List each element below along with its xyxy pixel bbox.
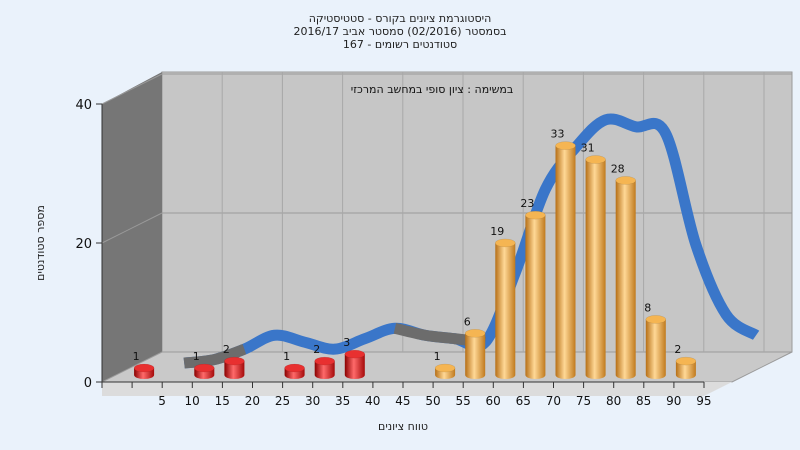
bar-top bbox=[434, 363, 456, 373]
bar-top bbox=[675, 356, 697, 366]
x-tick-label: 50 bbox=[425, 394, 440, 408]
x-tick-label: 60 bbox=[486, 394, 501, 408]
bar-body bbox=[314, 361, 335, 379]
x-tick-label: 25 bbox=[275, 394, 290, 408]
x-tick-label: 40 bbox=[365, 394, 380, 408]
bar-value-label: 23 bbox=[520, 197, 534, 210]
bar-body bbox=[344, 354, 365, 379]
bar-35: 2 bbox=[313, 343, 335, 379]
bar-85: 28 bbox=[611, 162, 636, 379]
chart-title-line-2: בסמסטר (02/2016) סמסטר אביב 2016/17 bbox=[293, 25, 506, 38]
x-tick-label: 85 bbox=[636, 394, 651, 408]
bar-95: 2 bbox=[674, 343, 697, 379]
bar-body bbox=[465, 333, 486, 379]
y-axis-label: מספר סטודנטים bbox=[34, 205, 47, 281]
y-ticks: 0 20 40 bbox=[75, 98, 102, 391]
bar-top bbox=[555, 141, 576, 150]
curve-line-shadow bbox=[183, 343, 247, 369]
bar-top bbox=[224, 356, 245, 366]
bar-body bbox=[585, 159, 606, 379]
bar-value-label: 2 bbox=[674, 343, 681, 356]
bar-30: 1 bbox=[283, 350, 305, 379]
bar-55: 1 bbox=[434, 350, 456, 379]
bar-value-label: 8 bbox=[644, 301, 651, 314]
bar-top bbox=[585, 155, 606, 164]
x-tick-label: 65 bbox=[516, 394, 531, 408]
bar-body bbox=[525, 215, 546, 379]
bar-70: 23 bbox=[520, 197, 546, 379]
bar-value-label: 1 bbox=[283, 350, 290, 363]
bar-value-label: 33 bbox=[551, 128, 565, 141]
bar-15: 1 bbox=[193, 350, 215, 379]
bar-value-label: 1 bbox=[434, 350, 441, 363]
x-axis-label: טווח ציונים bbox=[378, 420, 428, 433]
bar-body bbox=[675, 361, 696, 379]
x-tick-label: 5 bbox=[158, 394, 166, 408]
bar-20: 2 bbox=[223, 343, 245, 379]
x-tick-label: 75 bbox=[576, 394, 591, 408]
x-tick-label: 45 bbox=[395, 394, 410, 408]
bar-value-label: 3 bbox=[343, 336, 350, 349]
bar-5: 1 bbox=[133, 350, 155, 379]
x-tick-label: 20 bbox=[245, 394, 260, 408]
x-tick-label: 90 bbox=[666, 394, 681, 408]
x-ticks: 5 10 15 20 25 30 35 40 45 50 55 60 65 70 75 80 85 90 95 bbox=[101, 382, 712, 408]
bar-top bbox=[133, 363, 155, 373]
bar-body bbox=[615, 180, 636, 379]
bar-top bbox=[284, 363, 305, 373]
bar-body bbox=[224, 361, 245, 379]
bar-75: 33 bbox=[551, 128, 576, 379]
y-tick-label: 20 bbox=[75, 237, 92, 252]
bar-top bbox=[525, 210, 546, 220]
bar-value-label: 2 bbox=[223, 343, 230, 356]
bar-value-label: 6 bbox=[464, 315, 471, 328]
x-tick-label: 35 bbox=[335, 394, 350, 408]
gridline-left-wall bbox=[101, 73, 163, 105]
chart-annotation: במשימה : ציון סופי במחשב המרכזי bbox=[351, 83, 514, 96]
bar-top bbox=[645, 315, 667, 324]
bar-body bbox=[555, 145, 576, 379]
x-tick-label: 95 bbox=[696, 394, 711, 408]
bar-value-label: 2 bbox=[313, 343, 320, 356]
bar-value-label: 28 bbox=[611, 162, 625, 175]
bar-90: 8 bbox=[644, 301, 667, 379]
gridline-left-wall bbox=[101, 212, 163, 244]
bar-value-label: 1 bbox=[133, 350, 140, 363]
bar-40: 3 bbox=[343, 336, 366, 379]
x-tick-label: 10 bbox=[185, 394, 200, 408]
bar-top bbox=[495, 238, 516, 248]
bar-value-label: 19 bbox=[490, 225, 504, 238]
y-tick-label: 40 bbox=[75, 98, 92, 113]
bar-body bbox=[645, 319, 666, 379]
chart-title-line-3: 167 - סטודנטים רשומים bbox=[343, 38, 457, 51]
x-tick-label: 15 bbox=[215, 394, 230, 408]
bar-top bbox=[194, 363, 215, 373]
x-tick-label: 70 bbox=[546, 394, 561, 408]
bar-value-label: 31 bbox=[581, 142, 595, 155]
bar-body bbox=[495, 242, 516, 379]
x-tick-label: 55 bbox=[455, 394, 470, 408]
bar-top bbox=[344, 349, 366, 359]
bar-top bbox=[615, 176, 636, 185]
y-tick-label: 0 bbox=[84, 376, 92, 391]
plot-back-wall bbox=[161, 71, 793, 353]
chart-title-line-1: היסטוגרמת ציונים בקורס - סטטיסטיקה bbox=[309, 12, 492, 25]
bar-top bbox=[464, 329, 486, 338]
bar-top bbox=[314, 356, 335, 366]
x-tick-label: 80 bbox=[606, 394, 621, 408]
bar-65: 19 bbox=[490, 225, 516, 379]
x-tick-label: 30 bbox=[305, 394, 320, 408]
bar-60: 6 bbox=[464, 315, 486, 379]
bar-80: 31 bbox=[581, 142, 606, 379]
plot-left-wall bbox=[102, 72, 162, 382]
plot-floor-front-edge bbox=[102, 382, 732, 396]
bar-value-label: 1 bbox=[193, 350, 200, 363]
